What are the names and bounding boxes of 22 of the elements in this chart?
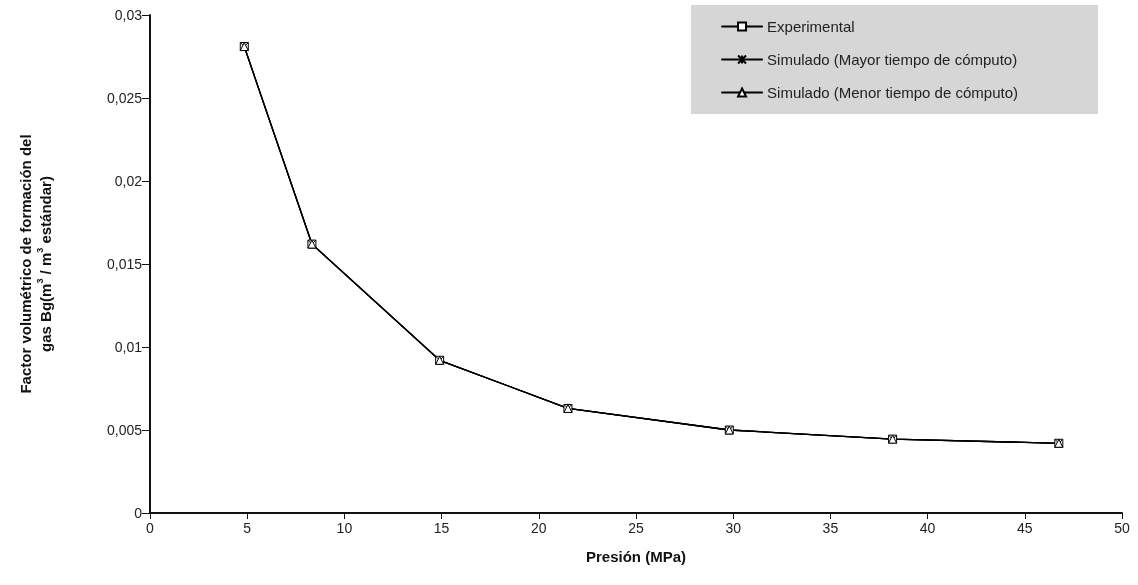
y-tick-label: 0,025	[106, 90, 143, 106]
y-tick-label: 0,01	[114, 339, 143, 355]
x-axis-title: Presión (MPa)	[585, 548, 687, 565]
x-tick-label: 30	[725, 520, 742, 536]
x-tick-label: 40	[919, 520, 936, 536]
x-tick-label: 10	[336, 520, 353, 536]
x-tick-label: 45	[1017, 520, 1033, 536]
legend-label: Simulado (Menor tiempo de cómputo)	[767, 84, 1018, 101]
y-tick-label: 0	[134, 505, 143, 521]
y-tick-label: 0,03	[114, 7, 143, 23]
y-tick-label: 0,015	[106, 256, 143, 272]
x-tick-label: 20	[531, 520, 547, 536]
y-tick-label: 0,02	[114, 173, 143, 189]
x-tick-label: 50	[1114, 520, 1130, 536]
x-tick-label: 5	[243, 520, 252, 536]
legend-label: Simulado (Mayor tiempo de cómputo)	[767, 51, 1018, 68]
y-tick-label: 0,005	[106, 422, 143, 438]
x-tick-label: 25	[628, 520, 644, 536]
x-tick-label: 0	[146, 520, 155, 536]
legend-label: Experimental	[767, 18, 855, 35]
x-tick-label: 35	[822, 520, 839, 536]
x-tick-label: 15	[433, 520, 450, 536]
